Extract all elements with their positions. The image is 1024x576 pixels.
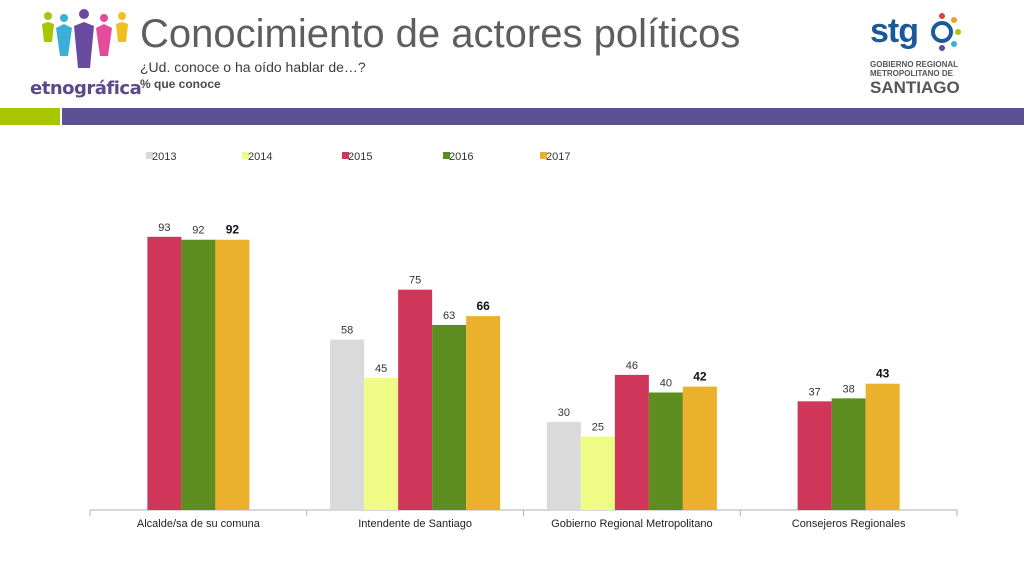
bar-2015-3 bbox=[797, 401, 832, 510]
gob-line-2: METROPOLITANO DE bbox=[870, 69, 953, 78]
page-title: Conocimiento de actores políticos bbox=[140, 12, 741, 56]
bar-2014-2 bbox=[580, 436, 615, 510]
legend-label-2016: 2016 bbox=[449, 151, 473, 163]
etnografica-wordmark: etnográfica bbox=[30, 78, 142, 99]
legend-swatch-2013 bbox=[146, 152, 153, 159]
legend-item-2015: 2015 bbox=[342, 151, 372, 163]
legend-swatch-2014 bbox=[242, 152, 249, 159]
data-label-2015-3: 37 bbox=[809, 386, 821, 398]
data-label-2017-0: 92 bbox=[226, 223, 240, 237]
data-label-2017-3: 43 bbox=[876, 367, 890, 381]
bar-2015-0 bbox=[147, 236, 182, 510]
people-figures-icon bbox=[42, 9, 128, 68]
bar-2017-0 bbox=[215, 239, 250, 511]
data-label-2016-0: 92 bbox=[192, 225, 204, 237]
bar-2017-1 bbox=[466, 316, 501, 510]
header-accent-purple bbox=[62, 108, 1024, 125]
etnografica-logo: etnográfica bbox=[30, 8, 142, 100]
legend-swatch-2017 bbox=[540, 152, 547, 159]
bar-chart: 2013 2014 2015 2016 2017 93 92 92 Alcalde/sa de … bbox=[89, 151, 958, 530]
bar-2013-2 bbox=[546, 421, 581, 510]
legend-label-2015: 2015 bbox=[348, 151, 372, 163]
data-label-2016-3: 38 bbox=[843, 383, 855, 395]
bar-2013-1 bbox=[330, 339, 365, 510]
bar-2017-3 bbox=[865, 383, 900, 510]
stg-logo: stg GOBIERNO REGIONAL METROPOLITANO DE S… bbox=[862, 8, 972, 100]
data-label-2016-1: 63 bbox=[443, 310, 455, 322]
bar-2016-1 bbox=[432, 324, 467, 510]
bar-2015-1 bbox=[398, 289, 433, 510]
data-label-2015-2: 46 bbox=[626, 360, 638, 372]
stg-wordmark: stg bbox=[870, 12, 919, 50]
bar-2015-2 bbox=[614, 374, 649, 510]
legend-item-2016: 2016 bbox=[443, 151, 473, 163]
bar-2016-2 bbox=[648, 392, 683, 510]
bar-2017-2 bbox=[682, 386, 717, 510]
unit-note: % que conoce bbox=[140, 77, 221, 91]
data-label-2014-2: 25 bbox=[592, 422, 604, 434]
data-label-2014-1: 45 bbox=[375, 363, 387, 375]
bar-2016-3 bbox=[831, 398, 866, 510]
category-label-2: Gobierno Regional Metropolitano bbox=[551, 518, 712, 530]
gob-line-1: GOBIERNO REGIONAL bbox=[870, 60, 959, 69]
data-label-2016-2: 40 bbox=[660, 377, 672, 389]
legend-item-2014: 2014 bbox=[242, 151, 272, 163]
data-label-2017-2: 42 bbox=[693, 370, 707, 384]
header-accent-green bbox=[0, 108, 60, 125]
legend-item-2017: 2017 bbox=[540, 151, 570, 163]
data-label-2017-1: 66 bbox=[476, 299, 490, 313]
legend-label-2014: 2014 bbox=[248, 151, 272, 163]
category-label-1: Intendente de Santiago bbox=[358, 518, 472, 530]
data-label-2013-1: 58 bbox=[341, 325, 353, 337]
bar-2014-1 bbox=[364, 377, 399, 510]
data-label-2013-2: 30 bbox=[558, 407, 570, 419]
legend-swatch-2016 bbox=[443, 152, 450, 159]
page-subtitle: ¿Ud. conoce o ha oído hablar de…? bbox=[140, 59, 366, 75]
legend-label-2013: 2013 bbox=[152, 151, 176, 163]
sun-dots-icon bbox=[931, 13, 961, 51]
data-label-2015-1: 75 bbox=[409, 275, 421, 287]
legend-swatch-2015 bbox=[342, 152, 349, 159]
legend-item-2013: 2013 bbox=[146, 151, 176, 163]
bar-2016-0 bbox=[181, 239, 216, 511]
legend-label-2017: 2017 bbox=[546, 151, 570, 163]
category-label-3: Consejeros Regionales bbox=[792, 518, 906, 530]
data-label-2015-0: 93 bbox=[158, 222, 170, 234]
gob-line-3: SANTIAGO bbox=[870, 78, 960, 97]
category-label-0: Alcalde/sa de su comuna bbox=[137, 518, 261, 530]
